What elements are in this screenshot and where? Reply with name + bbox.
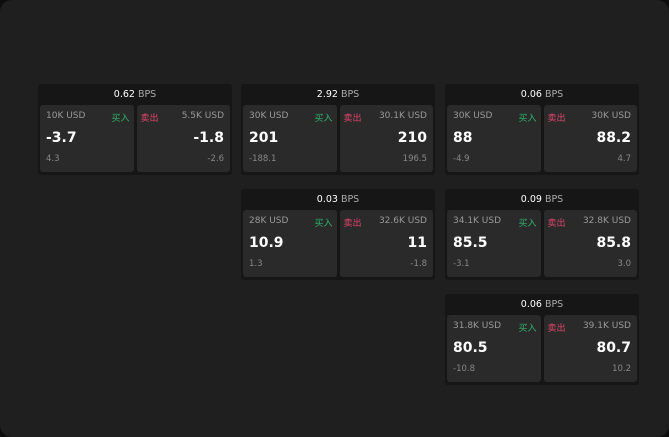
- bid-change: -10.8: [453, 364, 475, 374]
- spread-header: 0.06 BPS: [445, 294, 639, 315]
- buy-panel[interactable]: 30K USD 买入 88 -4.9: [447, 105, 541, 172]
- bid-change: -3.1: [453, 259, 470, 269]
- spread-value: 0.03: [316, 194, 338, 205]
- ask-size: 39.1K USD: [582, 321, 631, 331]
- ask-change: 3.0: [617, 259, 631, 269]
- spread-unit: BPS: [137, 89, 157, 100]
- spread-unit: BPS: [340, 89, 360, 100]
- buy-label: 买入: [518, 324, 537, 334]
- quote-widget: 0.06 BPS 31.8K USD 买入 80.5 -10.8 39.1K USD 卖出…: [445, 294, 639, 385]
- bid-change: 4.3: [46, 154, 60, 164]
- buy-panel[interactable]: 10K USD 买入 -3.7 4.3: [40, 105, 134, 172]
- ask-size: 5.5K USD: [181, 111, 224, 121]
- sell-panel[interactable]: 30K USD 卖出 88.2 4.7: [543, 105, 637, 172]
- ask-change: 196.5: [402, 154, 427, 164]
- ask-size: 32.6K USD: [378, 216, 427, 226]
- bid-size: 30K USD: [453, 111, 493, 121]
- spread-header: 2.92 BPS: [241, 84, 435, 105]
- buy-panel[interactable]: 31.8K USD 买入 80.5 -10.8: [447, 315, 541, 382]
- buy-panel[interactable]: 28K USD 买入 10.9 1.3: [243, 210, 337, 277]
- spread-value: 0.06: [520, 89, 542, 100]
- sell-panel[interactable]: 39.1K USD 卖出 80.7 10.2: [543, 315, 637, 382]
- bid-price: 80.5: [453, 340, 488, 356]
- quote-widget: 2.92 BPS 30K USD 买入 201 -188.1 30.1K USD 卖出 21…: [241, 84, 435, 175]
- buy-label: 买入: [314, 219, 333, 229]
- buy-label: 买入: [518, 219, 537, 229]
- ask-price: 11: [407, 235, 427, 251]
- bid-price: 88: [453, 130, 473, 146]
- ask-size: 30K USD: [591, 111, 631, 121]
- spread-value: 0.09: [520, 194, 542, 205]
- bid-price: -3.7: [46, 130, 77, 146]
- ask-change: 10.2: [612, 364, 631, 374]
- bid-size: 31.8K USD: [453, 321, 502, 331]
- buy-label: 买入: [314, 114, 333, 124]
- quote-widget: 0.03 BPS 28K USD 买入 10.9 1.3 32.6K USD 卖出 11 -1…: [241, 189, 435, 280]
- spread-unit: BPS: [544, 89, 564, 100]
- spread-unit: BPS: [544, 299, 564, 310]
- sell-label: 卖出: [140, 114, 159, 124]
- ask-change: -1.8: [410, 259, 427, 269]
- ask-price: 85.8: [596, 235, 631, 251]
- buy-label: 买入: [518, 114, 537, 124]
- buy-panel[interactable]: 30K USD 买入 201 -188.1: [243, 105, 337, 172]
- buy-label: 买入: [111, 114, 130, 124]
- spread-unit: BPS: [544, 194, 564, 205]
- bid-size: 30K USD: [249, 111, 289, 121]
- spread-header: 0.62 BPS: [38, 84, 232, 105]
- ask-size: 30.1K USD: [378, 111, 427, 121]
- ask-size: 32.8K USD: [582, 216, 631, 226]
- sell-panel[interactable]: 5.5K USD 卖出 -1.8 -2.6: [136, 105, 230, 172]
- quote-widget: 0.62 BPS 10K USD 买入 -3.7 4.3 5.5K USD 卖出 -1.8 -…: [38, 84, 232, 175]
- ask-change: 4.7: [617, 154, 631, 164]
- spread-value: 0.62: [113, 89, 135, 100]
- ask-price: 80.7: [596, 340, 631, 356]
- bid-change: 1.3: [249, 259, 263, 269]
- spread-header: 0.06 BPS: [445, 84, 639, 105]
- quote-widget: 0.06 BPS 30K USD 买入 88 -4.9 30K USD 卖出 88.2 4.7: [445, 84, 639, 175]
- ask-price: 88.2: [596, 130, 631, 146]
- bid-size: 10K USD: [46, 111, 86, 121]
- spread-value: 2.92: [316, 89, 338, 100]
- bid-price: 201: [249, 130, 279, 146]
- buy-panel[interactable]: 34.1K USD 买入 85.5 -3.1: [447, 210, 541, 277]
- bid-size: 28K USD: [249, 216, 289, 226]
- bid-price: 85.5: [453, 235, 488, 251]
- ask-change: -2.6: [207, 154, 224, 164]
- sell-panel[interactable]: 32.8K USD 卖出 85.8 3.0: [543, 210, 637, 277]
- ask-price: 210: [397, 130, 427, 146]
- spread-value: 0.06: [520, 299, 542, 310]
- spread-unit: BPS: [340, 194, 360, 205]
- bid-size: 34.1K USD: [453, 216, 502, 226]
- sell-label: 卖出: [547, 324, 566, 334]
- bid-change: -4.9: [453, 154, 470, 164]
- sell-label: 卖出: [547, 219, 566, 229]
- ask-price: -1.8: [193, 130, 224, 146]
- bid-change: -188.1: [249, 154, 277, 164]
- sell-label: 卖出: [343, 219, 362, 229]
- sell-panel[interactable]: 30.1K USD 卖出 210 196.5: [339, 105, 433, 172]
- sell-label: 卖出: [343, 114, 362, 124]
- quote-widget: 0.09 BPS 34.1K USD 买入 85.5 -3.1 32.8K USD 卖出 8…: [445, 189, 639, 280]
- sell-label: 卖出: [547, 114, 566, 124]
- spread-header: 0.09 BPS: [445, 189, 639, 210]
- bid-price: 10.9: [249, 235, 284, 251]
- sell-panel[interactable]: 32.6K USD 卖出 11 -1.8: [339, 210, 433, 277]
- spread-header: 0.03 BPS: [241, 189, 435, 210]
